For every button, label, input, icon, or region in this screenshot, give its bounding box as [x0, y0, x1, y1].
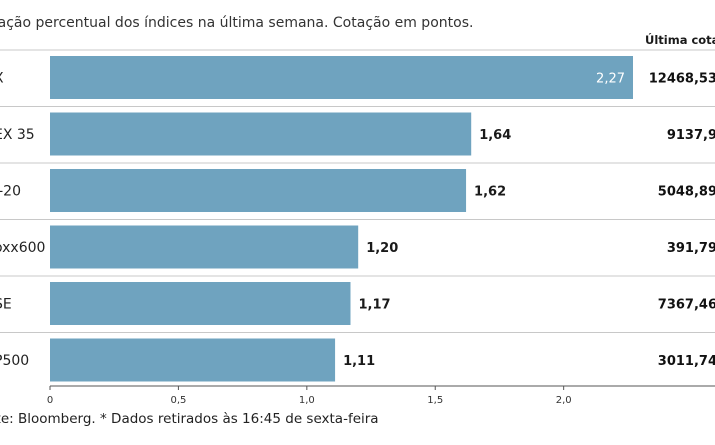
last-quote-column-header: Última cotação — [645, 33, 715, 47]
last-quote-value: 5048,89 — [658, 185, 715, 200]
data-label: 1,64 — [479, 128, 511, 143]
x-tick-label: 2,0 — [556, 395, 572, 406]
data-label: 1,20 — [366, 241, 398, 256]
category-label: X — [0, 71, 4, 87]
last-quote-value: 391,79 — [667, 241, 715, 256]
bar — [50, 225, 359, 269]
chart-footer-source: nte: Bloomberg. * Dados retirados às 16:… — [0, 411, 379, 427]
category-label: P500 — [0, 353, 29, 369]
data-label: 1,17 — [358, 298, 390, 313]
bar — [50, 338, 336, 382]
last-quote-value: 9137,9 — [667, 128, 715, 143]
category-label: SE — [0, 297, 12, 313]
bar — [50, 56, 633, 99]
last-quote-value: 3011,74 — [658, 354, 715, 369]
bar — [50, 282, 351, 325]
x-tick-label: 0,5 — [170, 395, 186, 406]
category-label: I-20 — [0, 184, 21, 200]
bar — [50, 169, 467, 212]
data-label: 2,27 — [596, 72, 625, 87]
chart-subtitle: riação percentual dos índices na última … — [0, 15, 474, 31]
data-label: 1,11 — [343, 354, 375, 369]
x-tick-label: 1,0 — [299, 395, 315, 406]
x-tick-label: 0 — [47, 395, 53, 406]
data-label: 1,62 — [474, 185, 506, 200]
category-label: EX 35 — [0, 127, 35, 143]
last-quote-value: 12468,53 — [649, 72, 715, 87]
last-quote-value: 7367,46 — [658, 298, 715, 313]
bar — [50, 112, 472, 156]
category-label: oxx600 — [0, 240, 45, 256]
x-tick-label: 1,5 — [427, 395, 443, 406]
